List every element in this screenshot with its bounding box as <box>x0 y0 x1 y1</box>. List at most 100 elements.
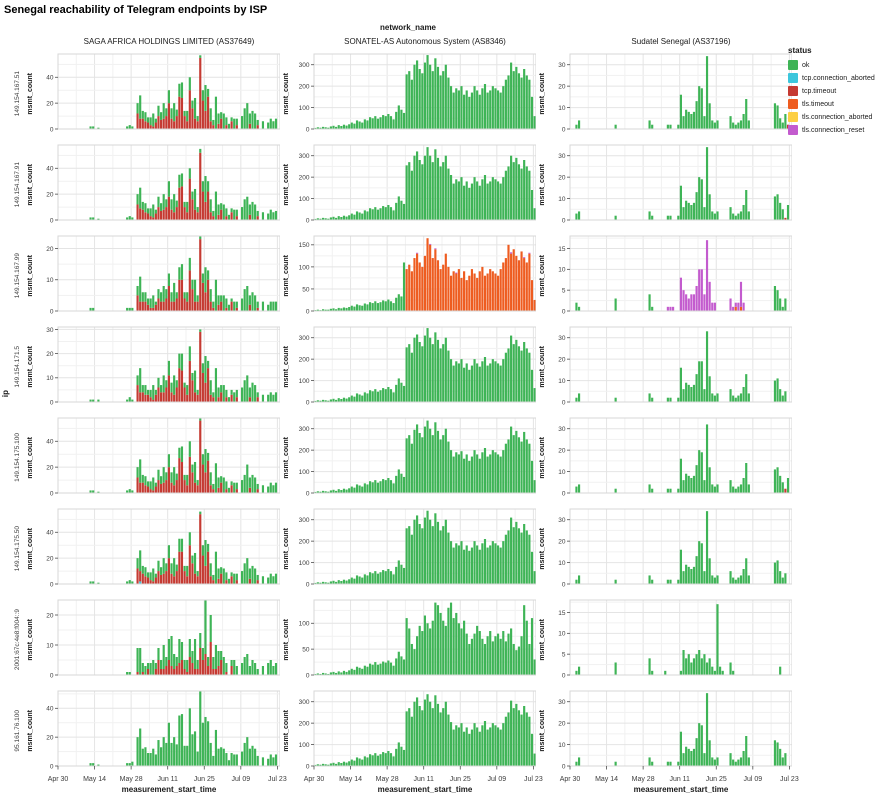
facet-column-header-sonatel: SONATEL-AS Autonomous System (AS8346) <box>344 37 506 46</box>
legend-item: tls.connection_aborted <box>788 112 880 122</box>
svg-text:100: 100 <box>299 196 310 203</box>
y-axis-title: msmt_count <box>24 143 36 226</box>
legend-item: tls.connection_reset <box>788 125 880 135</box>
y-axis-title: msmt_count <box>280 416 292 499</box>
y-axis-title-text: msmt_count <box>282 709 290 752</box>
chart-panel: 0 20 40 <box>46 690 280 770</box>
svg-text:0: 0 <box>562 672 566 679</box>
svg-text:5: 5 <box>562 288 566 295</box>
facet-cell: msmt_count 0 20 40 <box>24 52 280 135</box>
svg-text:100: 100 <box>299 621 310 628</box>
svg-text:0: 0 <box>50 581 54 588</box>
y-axis-title: msmt_count <box>24 234 36 317</box>
bars <box>575 511 787 584</box>
x-axis-title: measurement_start_time <box>377 785 473 794</box>
y-axis-title-text: msmt_count <box>282 163 290 206</box>
facet-row-label-text: 149.154.167.91 <box>13 161 21 208</box>
svg-text:15: 15 <box>558 610 566 617</box>
y-axis-title-text: msmt_count <box>26 345 34 388</box>
y-axis-title: msmt_count <box>24 325 36 408</box>
bars <box>314 510 536 584</box>
x-tick-label: May 14 <box>595 776 619 783</box>
facet-cell: msmt_count 0 5 10 15 <box>536 234 792 317</box>
y-axis-title-text: msmt_count <box>282 72 290 115</box>
chart-panel: 0 5 10 15 <box>558 235 792 315</box>
y-axis-title: msmt_count <box>280 507 292 590</box>
facet-row-label: 149.154.175.50 <box>10 507 24 590</box>
chart-panel: 0 50 100 <box>299 599 536 679</box>
x-tick-label: May 14 <box>83 776 107 783</box>
x-axis-column: Apr 30 May 14 May 28 Jun 11 Jun 25 Jul 09 Jul … <box>280 775 543 797</box>
legend-swatch-icon <box>788 99 798 109</box>
bars <box>575 604 782 675</box>
svg-text:0: 0 <box>50 672 54 679</box>
svg-text:10: 10 <box>558 469 566 476</box>
chart-panel: 0 50 100 150 <box>299 235 536 315</box>
svg-text:0: 0 <box>50 399 54 406</box>
svg-text:30: 30 <box>558 426 566 433</box>
bars <box>575 424 790 493</box>
bars <box>314 694 536 766</box>
x-tick-label: Jun 25 <box>449 776 471 783</box>
svg-text:100: 100 <box>299 105 310 112</box>
facet-row-label: 149.154.167.91 <box>10 143 24 226</box>
y-axis-title-text: msmt_count <box>282 436 290 479</box>
svg-text:0: 0 <box>306 126 310 133</box>
x-axis-column: Apr 30 May 14 May 28 Jun 11 Jun 25 Jul 09 Jul … <box>536 775 799 797</box>
facet-cell: msmt_count 0 100 200 300 <box>280 416 536 499</box>
svg-text:0: 0 <box>562 126 566 133</box>
y-axis-title-text: msmt_count <box>538 72 546 115</box>
svg-text:40: 40 <box>46 530 54 537</box>
svg-text:20: 20 <box>558 175 566 182</box>
x-tick-label: Jun 25 <box>193 776 215 783</box>
chart-panel: 0 100 200 300 <box>299 326 536 406</box>
legend-swatch-icon <box>788 60 798 70</box>
chart-title: Senegal reachability of Telegram endpoin… <box>4 4 268 16</box>
y-axis-title-text: msmt_count <box>538 618 546 661</box>
bars <box>89 148 278 220</box>
bars <box>126 600 278 675</box>
status-legend: status ok tcp.connection_aborted tcp.timeo… <box>788 46 880 138</box>
svg-text:10: 10 <box>558 105 566 112</box>
facet-row-axis-title: ip <box>1 390 10 399</box>
bars <box>314 238 536 311</box>
bars <box>314 420 536 493</box>
svg-text:0: 0 <box>306 672 310 679</box>
chart-panel: 0 100 200 300 <box>299 690 536 770</box>
bars <box>314 602 536 675</box>
x-tick-label: Jul 09 <box>743 776 763 783</box>
facet-row: 95.161.76.100 msmt_count 0 20 40 msmt_count 0 1… <box>10 689 792 772</box>
bars <box>89 236 278 312</box>
chart-panel: 0 10 20 30 <box>558 326 792 406</box>
svg-text:100: 100 <box>299 560 310 567</box>
y-axis-title: msmt_count <box>536 325 548 408</box>
svg-text:0: 0 <box>562 308 566 315</box>
y-axis-title: msmt_count <box>536 52 548 135</box>
svg-text:0: 0 <box>306 763 310 770</box>
y-axis-title: msmt_count <box>280 689 292 772</box>
facet-cell: msmt_count 0 100 200 300 <box>280 507 536 590</box>
chart-panel: 0 20 40 <box>46 417 280 497</box>
y-axis-title: msmt_count <box>536 416 548 499</box>
svg-text:300: 300 <box>299 62 310 69</box>
svg-text:10: 10 <box>46 277 54 284</box>
svg-text:20: 20 <box>558 448 566 455</box>
chart-panel: 0 10 20 30 <box>558 53 792 133</box>
facet-row-label-text: 2001:67c:4e8:f004::9 <box>13 608 21 671</box>
bars <box>575 693 787 766</box>
svg-text:300: 300 <box>299 699 310 706</box>
facet-cell: msmt_count 0 10 20 30 <box>536 689 792 772</box>
svg-text:10: 10 <box>558 742 566 749</box>
svg-text:300: 300 <box>299 517 310 524</box>
svg-text:0: 0 <box>50 126 54 133</box>
facet-cell: msmt_count 0 20 40 <box>24 689 280 772</box>
chart-panel: 0 20 40 <box>46 144 280 224</box>
svg-text:15: 15 <box>558 246 566 253</box>
facet-cell: msmt_count 0 100 200 300 <box>280 325 536 408</box>
facet-cell: msmt_count 0 20 40 <box>24 416 280 499</box>
y-axis-title-text: msmt_count <box>538 709 546 752</box>
svg-text:30: 30 <box>46 327 54 334</box>
svg-text:200: 200 <box>299 357 310 364</box>
x-axis-area: Apr 30 May 14 May 28 Jun 11 Jun 25 Jul 09 Jul … <box>10 775 799 797</box>
y-axis-title-text: msmt_count <box>26 254 34 297</box>
